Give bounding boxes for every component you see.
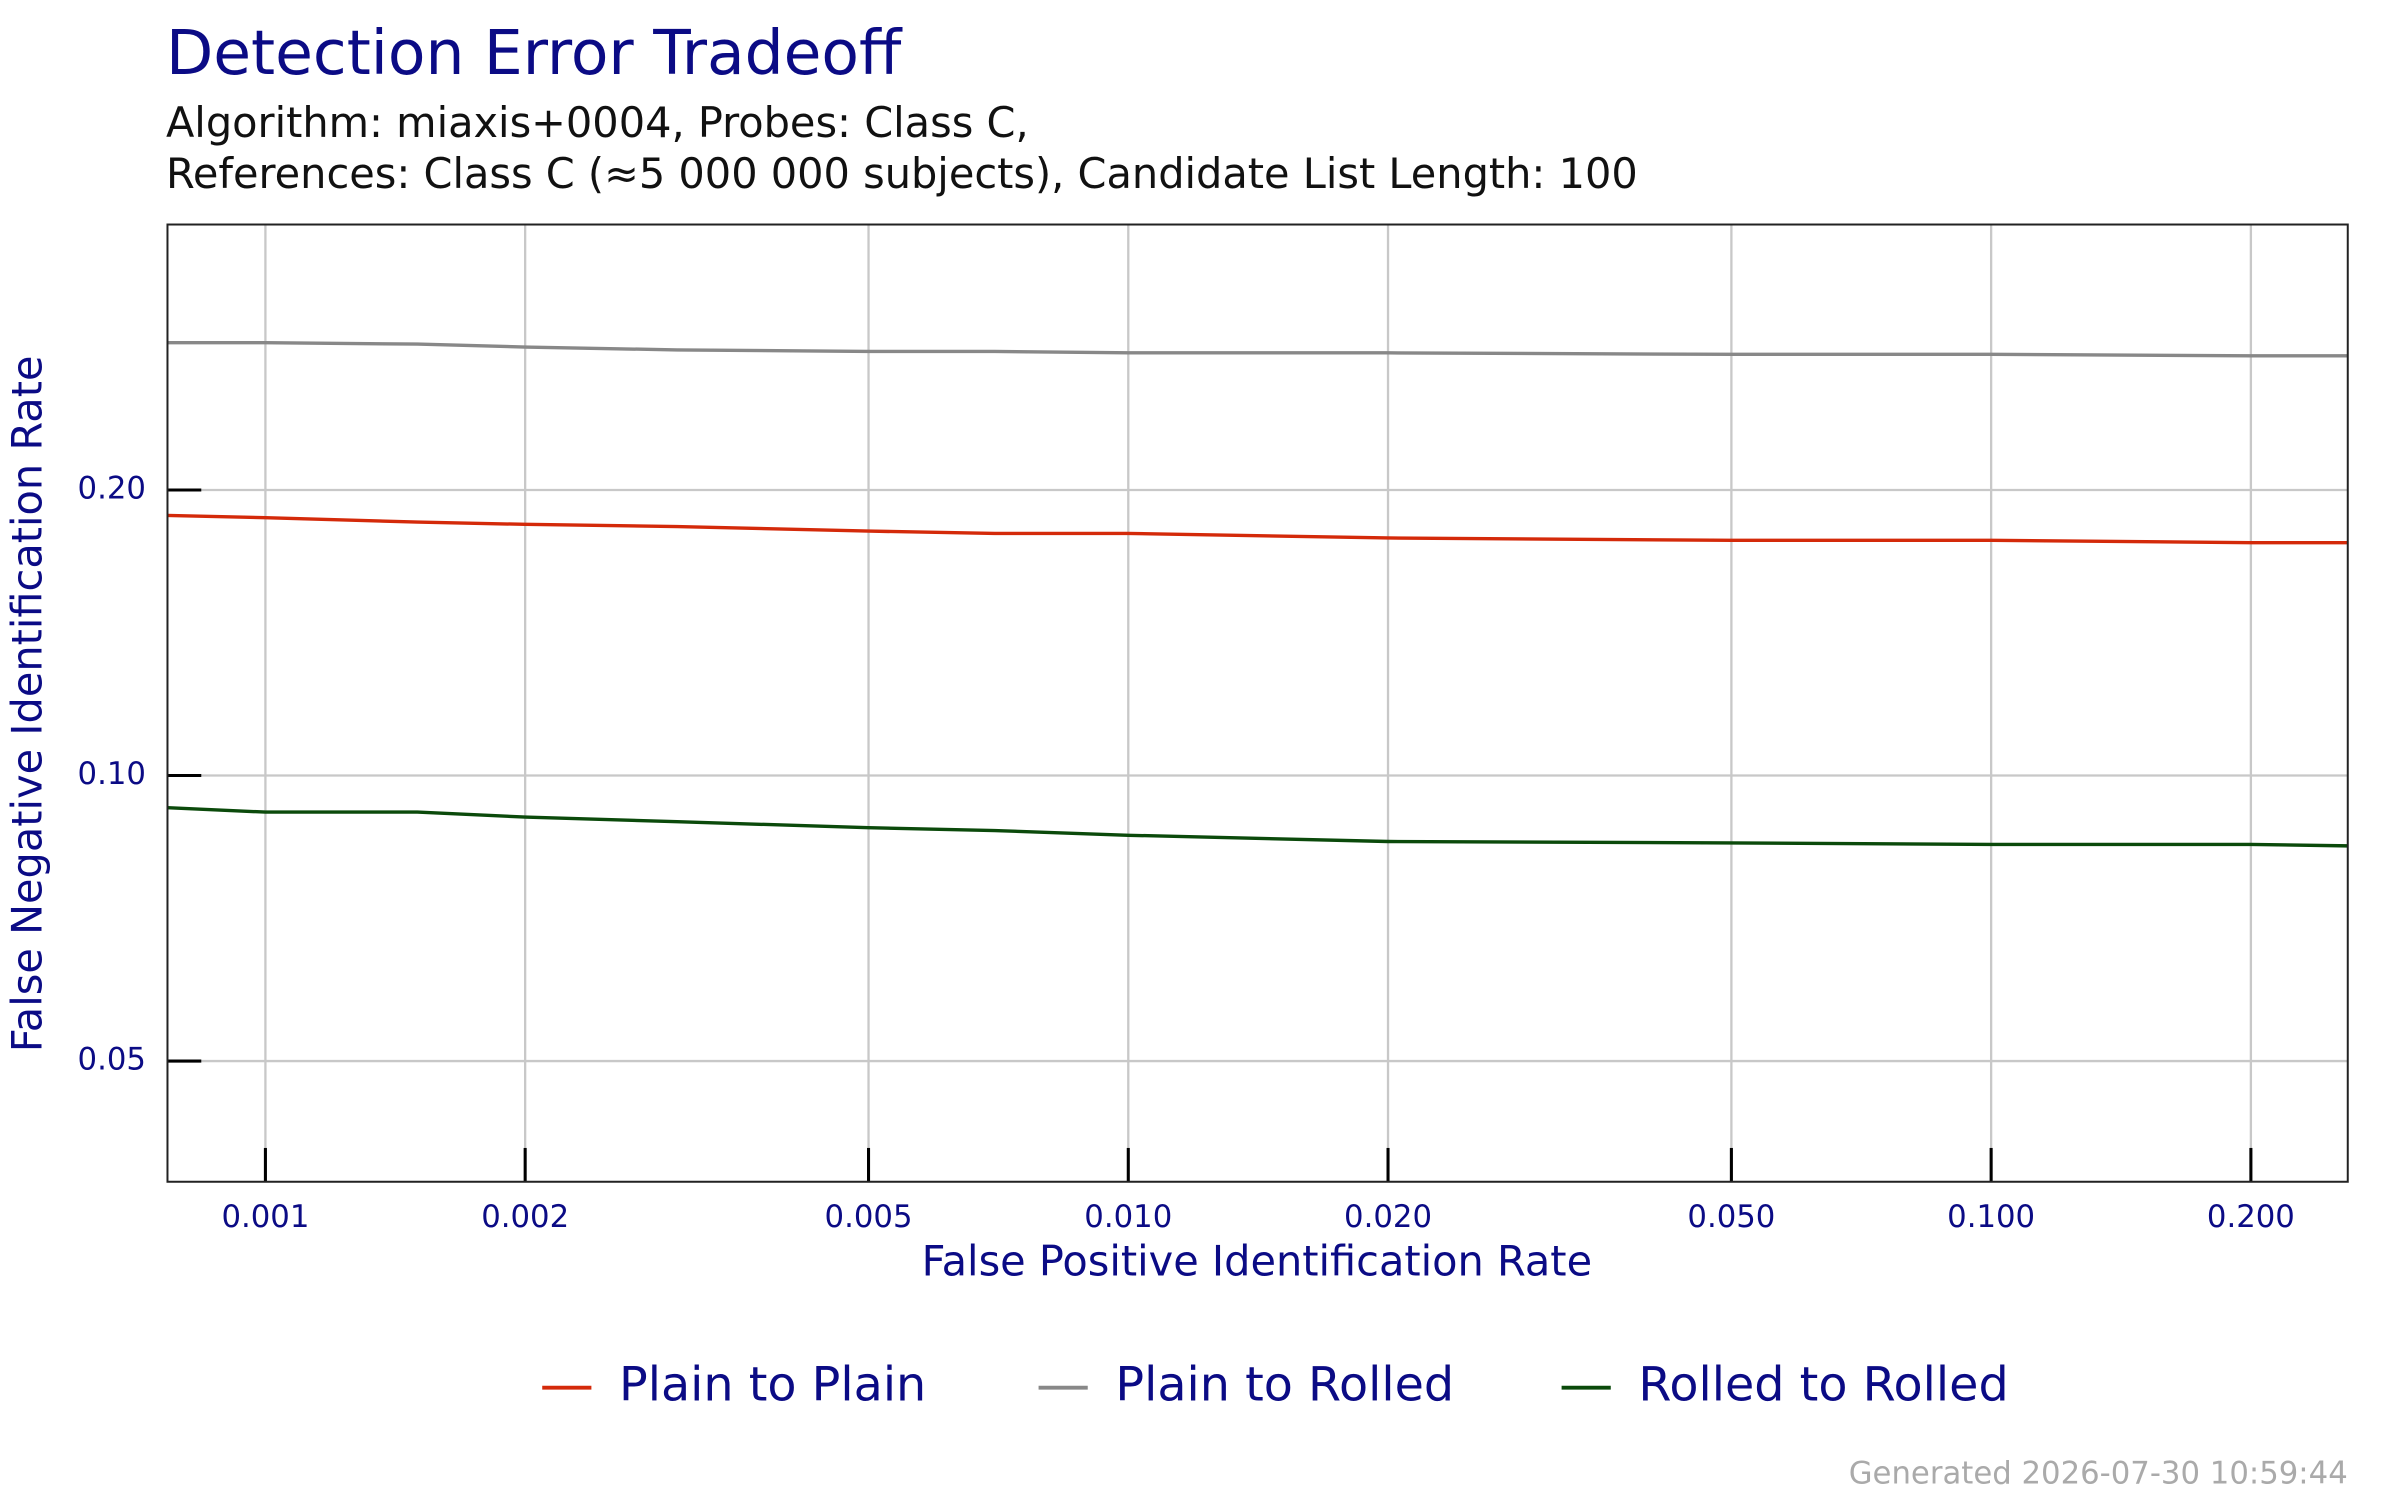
x-tick-label: 0.005 <box>825 1199 913 1235</box>
legend-label: Rolled to Rolled <box>1638 1358 2008 1413</box>
chart-title: Detection Error Tradeoff <box>166 18 903 89</box>
x-axis-label: False Positive Identification Rate <box>922 1237 1592 1286</box>
legend-label: Plain to Plain <box>619 1358 926 1413</box>
footer: Generated 2026-07-30 10:59:44 <box>1849 1456 2348 1492</box>
y-tick-label: 0.05 <box>78 1042 146 1078</box>
x-tick-label: 0.020 <box>1344 1199 1432 1235</box>
x-tick-label: 0.001 <box>221 1199 309 1235</box>
series-line <box>167 340 2348 358</box>
x-tick-label: 0.010 <box>1084 1199 1172 1235</box>
y-axis-label: False Negative Identification Rate <box>3 356 52 1053</box>
x-tick-label: 0.050 <box>1687 1199 1775 1235</box>
y-tick-label: 0.10 <box>78 756 146 792</box>
plot-frame <box>166 223 2349 1183</box>
subtitle: References: Class C (≈5 000 000 subjects… <box>166 149 1638 198</box>
y-tick-label: 0.20 <box>78 470 146 506</box>
legend-label: Plain to Rolled <box>1115 1358 1454 1413</box>
subtitle: Algorithm: miaxis+0004, Probes: Class C, <box>166 98 1029 147</box>
x-tick-label: 0.200 <box>2207 1199 2295 1235</box>
series-line <box>167 513 2348 545</box>
x-tick-label: 0.100 <box>1947 1199 2035 1235</box>
x-tick-label: 0.002 <box>481 1199 569 1235</box>
series-line <box>167 805 2348 848</box>
